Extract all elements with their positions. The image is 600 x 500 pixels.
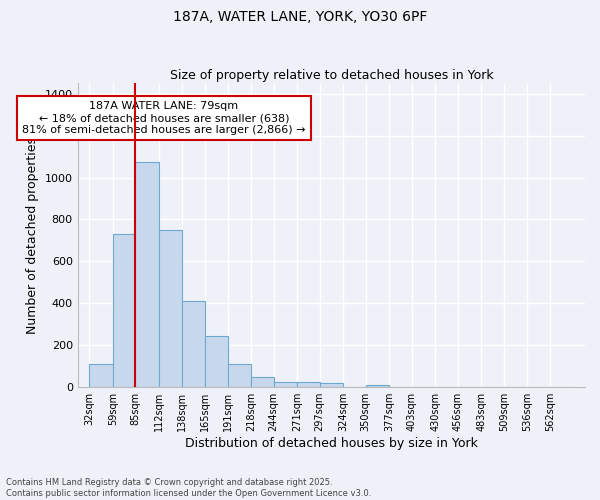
Bar	[182, 301, 205, 387]
Bar	[274, 382, 297, 387]
Text: Contains HM Land Registry data © Crown copyright and database right 2025.
Contai: Contains HM Land Registry data © Crown c…	[6, 478, 371, 498]
Bar	[320, 383, 343, 387]
Bar	[297, 382, 320, 387]
Y-axis label: Number of detached properties: Number of detached properties	[26, 136, 39, 334]
Bar	[136, 162, 159, 387]
Bar	[227, 364, 251, 387]
X-axis label: Distribution of detached houses by size in York: Distribution of detached houses by size …	[185, 437, 478, 450]
Bar	[251, 376, 274, 387]
Title: Size of property relative to detached houses in York: Size of property relative to detached ho…	[170, 69, 493, 82]
Bar	[113, 234, 136, 387]
Bar	[159, 230, 182, 387]
Text: 187A WATER LANE: 79sqm
← 18% of detached houses are smaller (638)
81% of semi-de: 187A WATER LANE: 79sqm ← 18% of detached…	[22, 102, 305, 134]
Bar	[89, 364, 113, 387]
Text: 187A, WATER LANE, YORK, YO30 6PF: 187A, WATER LANE, YORK, YO30 6PF	[173, 10, 427, 24]
Bar	[365, 385, 389, 387]
Bar	[205, 336, 229, 387]
